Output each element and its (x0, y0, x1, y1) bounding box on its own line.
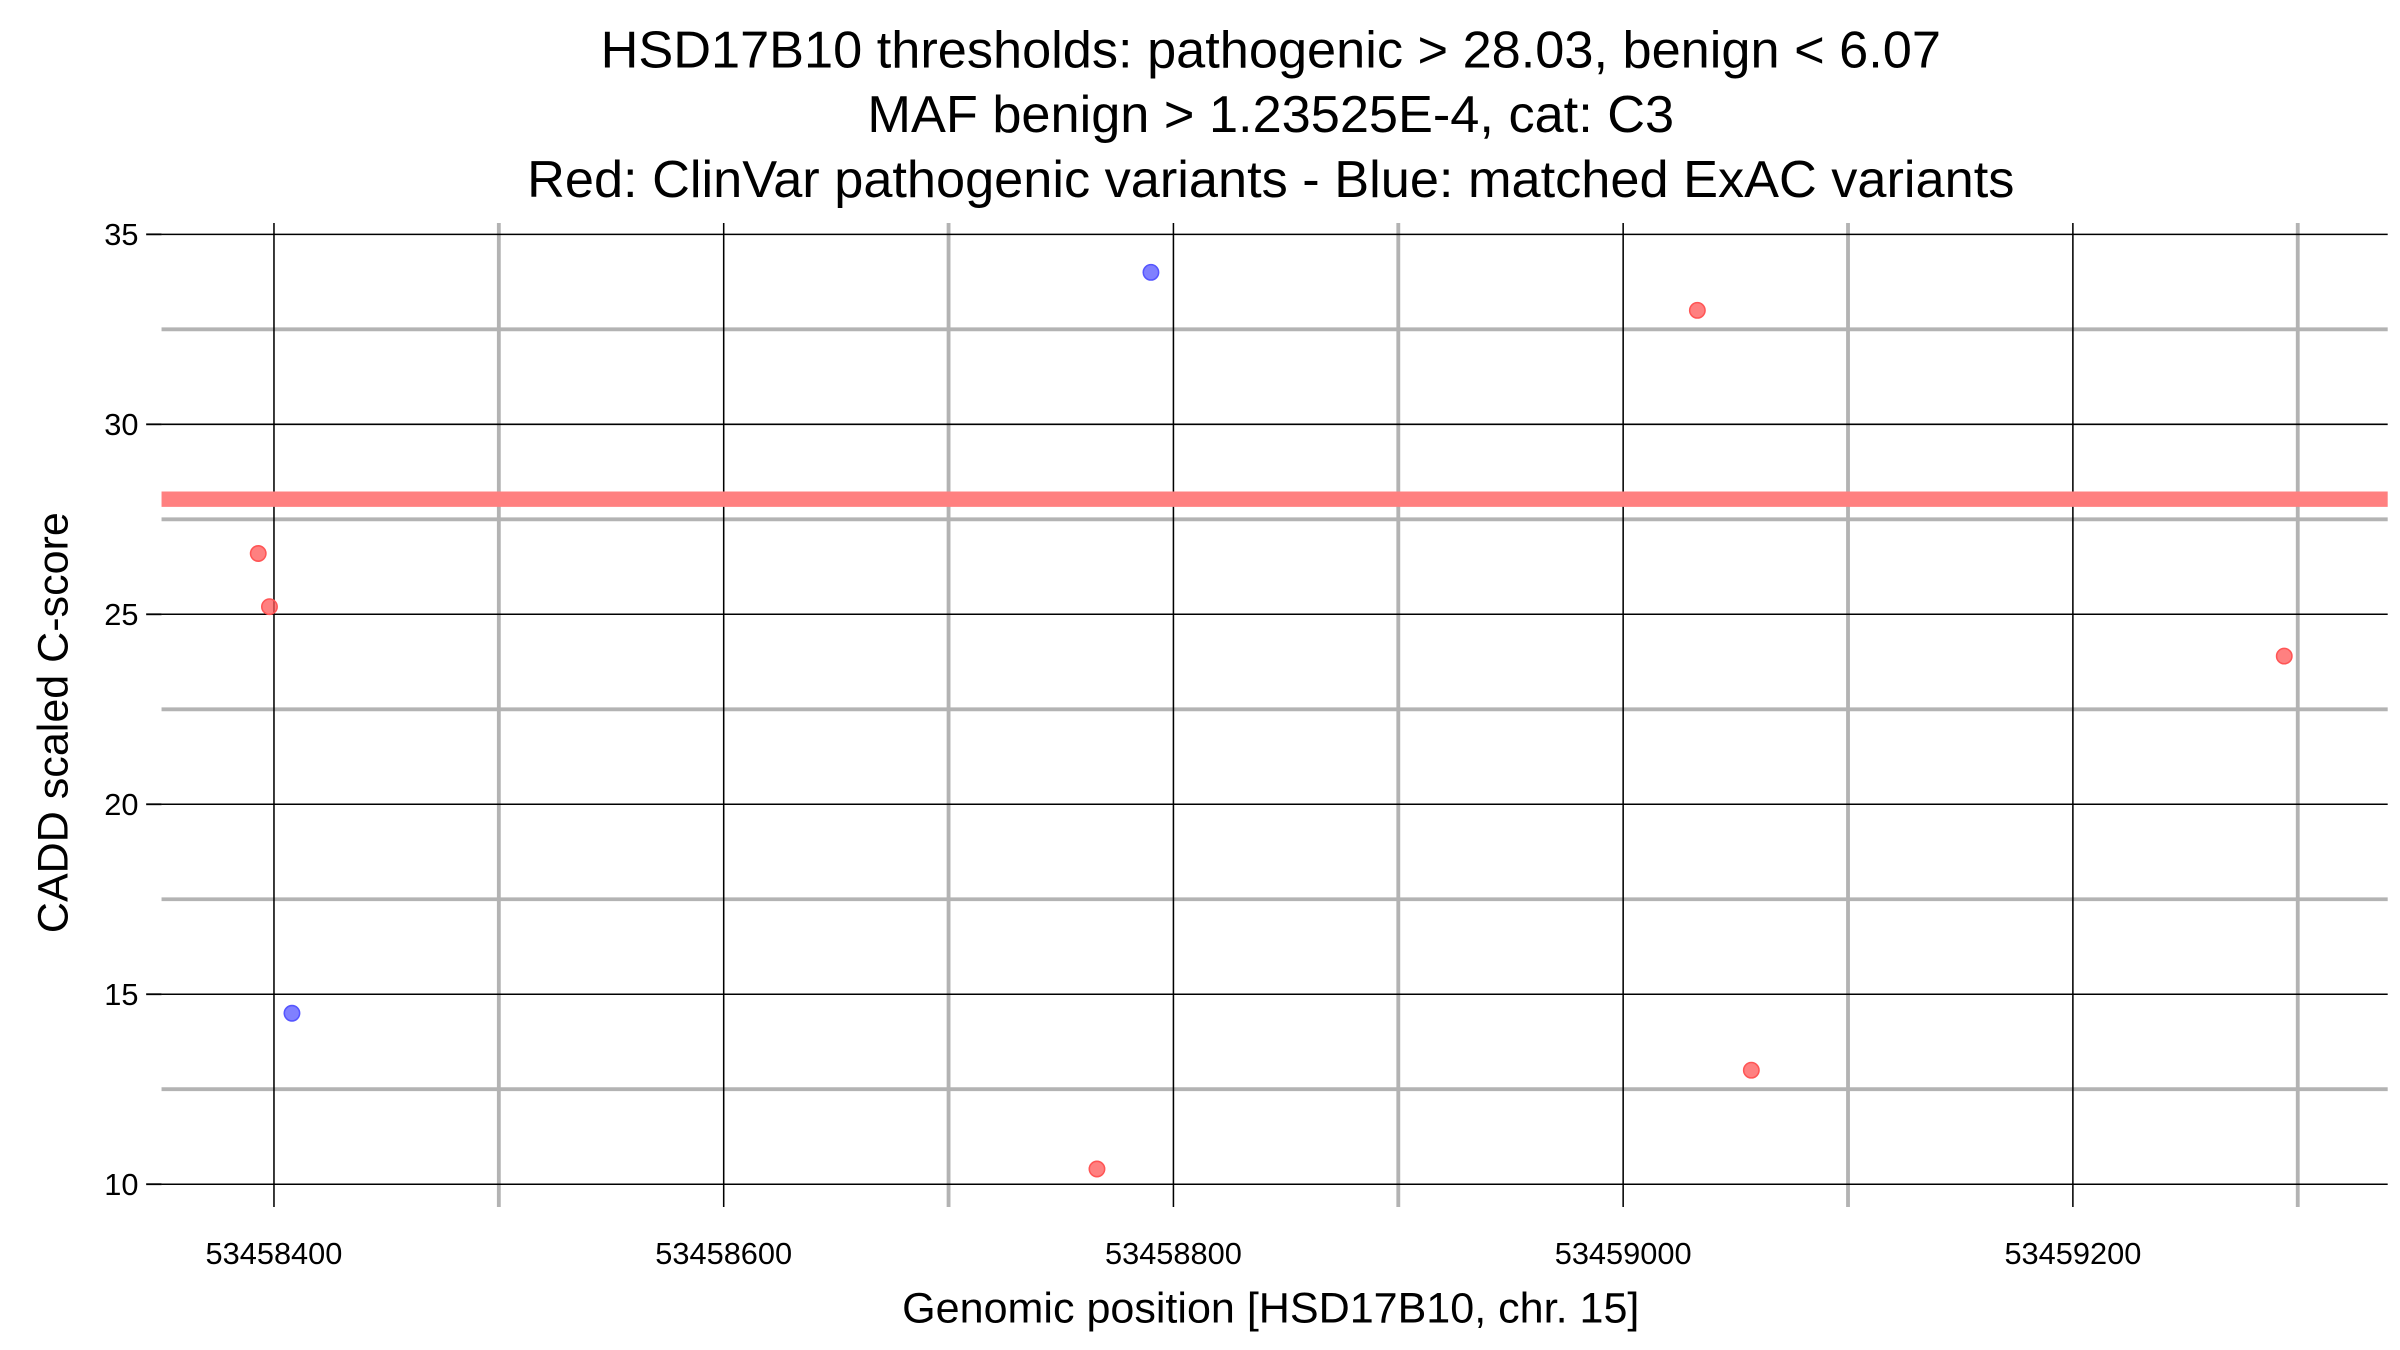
y-tick-label: 30 (104, 407, 138, 442)
x-tick-label: 53459000 (1555, 1236, 1692, 1271)
data-point (1688, 301, 1706, 319)
x-tick-label: 53458600 (655, 1236, 792, 1271)
x-axis-label: Genomic position [HSD17B10, chr. 15] (902, 1284, 1639, 1332)
data-point (283, 1004, 301, 1022)
x-tick-label: 53458800 (1105, 1236, 1242, 1271)
data-point (249, 545, 267, 562)
data-point (1142, 263, 1160, 281)
y-tick-label: 10 (104, 1167, 138, 1202)
data-points (249, 263, 2293, 1178)
data-point (2275, 647, 2293, 665)
y-tick-label: 20 (104, 787, 138, 822)
chart-title-line-2: MAF benign > 1.23525E-4, cat: C3 (867, 86, 1674, 144)
chart-title-line-1: HSD17B10 thresholds: pathogenic > 28.03,… (601, 22, 1941, 80)
data-point (261, 598, 278, 616)
data-point (1742, 1061, 1760, 1079)
x-tick-label: 53459200 (2004, 1236, 2141, 1271)
axes: 53458400 53458600 53458800 53459000 53459200… (104, 217, 2141, 1271)
data-point (1088, 1160, 1106, 1178)
chart-title-line-3: Red: ClinVar pathogenic variants - Blue:… (527, 151, 2014, 209)
y-axis-label: CADD scaled C-score (30, 512, 78, 933)
y-tick-label: 25 (104, 597, 138, 632)
y-tick-label: 35 (104, 217, 138, 252)
grid (161, 222, 2388, 1208)
y-tick-label: 15 (104, 977, 138, 1012)
x-tick-label: 53458400 (206, 1236, 343, 1271)
